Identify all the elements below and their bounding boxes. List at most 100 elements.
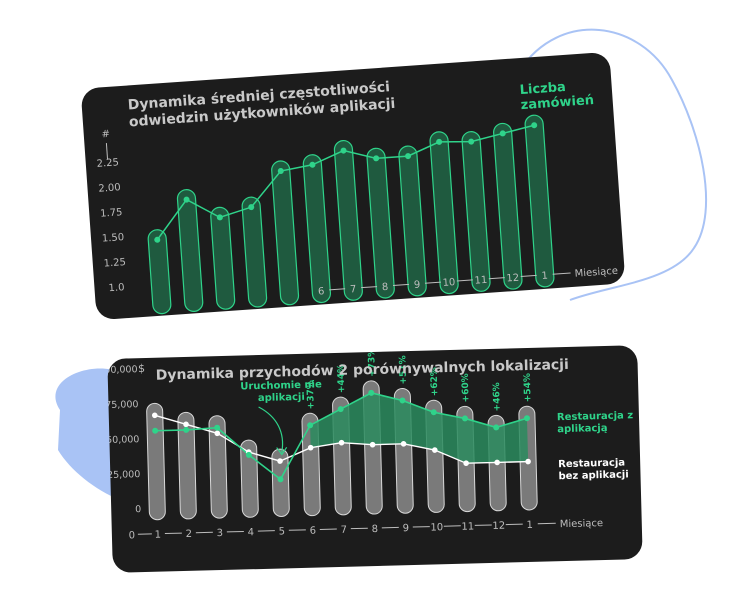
x-tick-label: 9 <box>403 523 410 534</box>
bar-pill <box>271 448 290 517</box>
gain-area <box>310 392 529 464</box>
bar-pill <box>366 147 395 299</box>
x-tick-label: 8 <box>382 282 389 293</box>
x-tick-label: 7 <box>341 525 348 536</box>
bar-pill <box>333 139 363 301</box>
x-tick-label: 8 <box>372 524 379 535</box>
percent-label: +60% <box>461 373 472 402</box>
x-tick-label: 9 <box>414 280 421 291</box>
x-axis-segment <box>424 281 441 284</box>
x-axis-segment <box>456 279 473 282</box>
data-point-without-app <box>307 444 314 451</box>
data-point <box>340 147 347 154</box>
visits-chart: #2.25 2.00 1.75 1.50 1.25 1.0 6 7 8 9 10 11 12 1 Miesi… <box>96 114 618 315</box>
y-tick-label: 1.75 <box>100 207 123 220</box>
x-tick-label: 12 <box>492 521 505 532</box>
data-point-with-app <box>183 426 190 433</box>
x-axis-segment <box>329 288 346 291</box>
percent-label: +37% <box>306 380 317 409</box>
x-tick-label: 1 <box>526 520 533 531</box>
annotation-arrowhead <box>276 446 288 456</box>
legend-with-app: Restauracja z aplikacją <box>556 410 634 436</box>
x-tick-label: 6 <box>310 526 317 537</box>
y-tick-label: 50,000 <box>107 434 139 446</box>
data-point-with-app <box>368 389 375 396</box>
data-point-without-app <box>183 421 189 428</box>
visits-chart-card: #2.25 2.00 1.75 1.50 1.25 1.0 6 7 8 9 10 11 12 1 Miesi… <box>80 51 626 321</box>
x-tick-label: 4 <box>248 527 255 538</box>
x-axis-name: Miesiące <box>560 518 604 530</box>
revenue-chart-card: $100,000 75,000 50,000 25,000 0 +37% +44% +73% +… <box>107 345 643 573</box>
bar-pill <box>493 122 523 290</box>
data-point <box>216 214 223 221</box>
data-point <box>531 122 538 129</box>
blue-outline-shape <box>519 28 707 301</box>
bar-pill <box>302 154 332 304</box>
y-tick-label: 2.25 <box>96 157 119 170</box>
x-tick-label: 11 <box>461 521 474 532</box>
x-tick-label: 10 <box>442 277 455 289</box>
data-point-with-app <box>337 406 344 413</box>
x-tick-label: 5 <box>279 526 286 537</box>
blue-blob-shape <box>55 368 120 500</box>
data-point-without-app <box>525 458 531 465</box>
bar-pill <box>147 229 172 315</box>
y-tick-label: 25,000 <box>107 469 140 481</box>
bar-pill <box>146 402 166 521</box>
x-tick-label: 12 <box>506 273 519 285</box>
bar-pill <box>461 131 491 292</box>
x-tick-label: 10 <box>430 522 443 533</box>
data-point-with-app <box>461 415 468 422</box>
data-point <box>405 153 412 160</box>
x-axis-segment <box>361 286 378 289</box>
data-point <box>436 138 443 145</box>
annotation-arrow <box>258 406 284 453</box>
percent-label: +54% <box>523 373 534 402</box>
y-axis-symbol: # <box>101 129 110 141</box>
data-point <box>499 130 506 137</box>
percent-label: +44% <box>337 364 348 393</box>
data-point <box>309 161 316 168</box>
launch-annotation: Uruchomie nie aplikacji <box>240 379 322 405</box>
data-point-with-app <box>493 424 500 431</box>
x-tick-label: 1 <box>155 530 162 541</box>
data-point-without-app <box>400 441 407 447</box>
bar-pill <box>241 196 268 308</box>
y-axis-arrow <box>105 143 109 160</box>
data-point <box>154 236 161 243</box>
bar-pill <box>210 206 236 310</box>
data-point-without-app <box>463 460 469 467</box>
data-point-with-app <box>277 476 284 483</box>
data-point-with-app <box>214 424 221 431</box>
data-point-without-app <box>494 459 500 466</box>
x-axis-segment <box>520 274 537 278</box>
y-tick-label: 75,000 <box>107 399 138 411</box>
legend-without-app: Restauracja bez aplikacji <box>558 457 629 483</box>
bar-pill <box>398 145 427 297</box>
data-point-with-app <box>430 409 437 416</box>
data-point <box>183 196 190 203</box>
y-tick-label: 100,000 <box>107 364 137 376</box>
data-point <box>373 155 380 162</box>
x-tick-label: 1 <box>541 271 548 282</box>
y-tick-label: 1.25 <box>103 257 126 270</box>
data-point-with-app <box>523 415 530 422</box>
x-axis-arrow <box>552 272 571 275</box>
percent-label: +51% <box>398 355 409 384</box>
data-point-with-app <box>245 451 252 458</box>
bar-pill <box>208 415 228 519</box>
data-point-with-app <box>399 397 406 404</box>
revenue-chart: $100,000 75,000 50,000 25,000 0 +37% +44% +73% +… <box>107 348 604 542</box>
data-point <box>468 138 475 145</box>
data-point <box>277 168 284 175</box>
data-point <box>248 204 255 211</box>
bar-pill <box>176 189 204 312</box>
percent-label: +62% <box>430 367 441 396</box>
bar-pill <box>429 131 459 295</box>
x-origin-label: 0 <box>129 530 136 541</box>
percent-label: +73% <box>367 348 378 377</box>
x-tick-label: 7 <box>350 284 357 295</box>
data-point-without-app <box>338 439 345 446</box>
percent-label: +46% <box>492 382 503 411</box>
